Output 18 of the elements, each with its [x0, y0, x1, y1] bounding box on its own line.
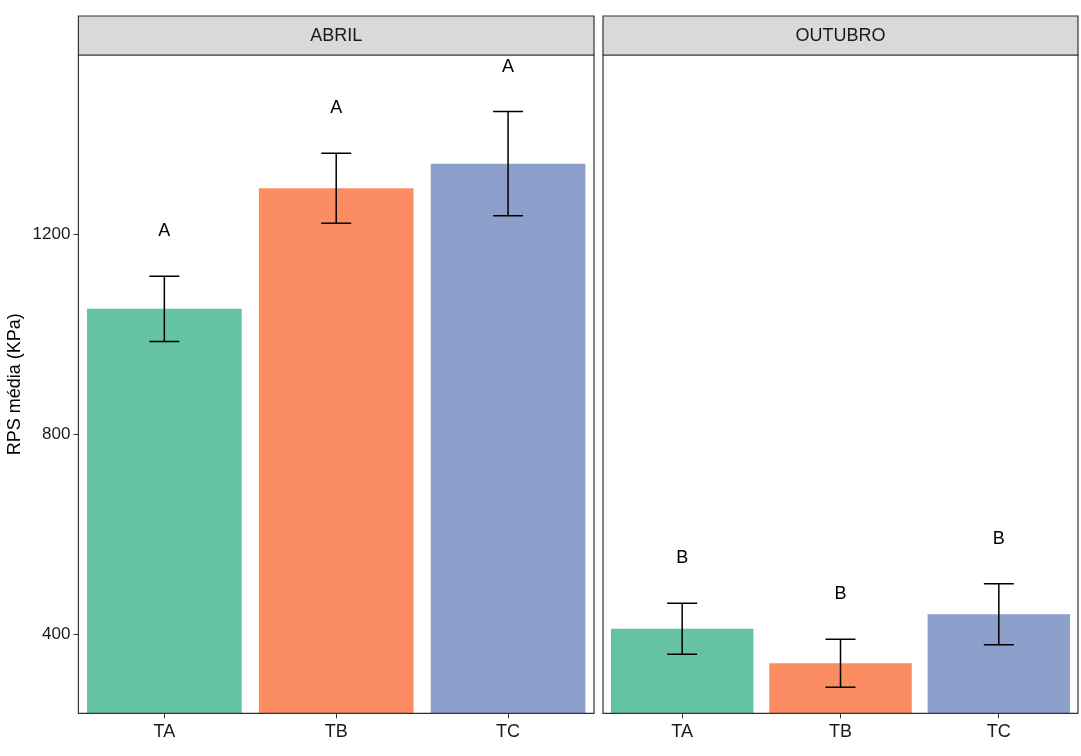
y-axis-title: RPS média (KPa)	[3, 313, 24, 456]
x-tick-label: TC	[986, 721, 1011, 742]
chart-title: OUTUBRO	[795, 24, 886, 45]
annotation: A	[502, 55, 515, 76]
x-tick-label: TA	[153, 721, 176, 742]
annotation: B	[834, 583, 847, 604]
y-tick-label: 800	[42, 424, 71, 444]
y-tick-label: 400	[42, 624, 71, 644]
x-tick-label: TB	[828, 721, 853, 742]
annotation: A	[158, 220, 171, 241]
x-tick-label: TA	[671, 721, 693, 742]
chart-title: ABRIL	[310, 24, 363, 45]
annotation: A	[330, 97, 343, 118]
x-tick-label: TC	[496, 721, 521, 742]
x-tick-label: TB	[324, 721, 348, 742]
y-tick-label: 1200	[32, 223, 71, 243]
annotation: B	[676, 547, 689, 568]
annotation: B	[992, 527, 1005, 548]
